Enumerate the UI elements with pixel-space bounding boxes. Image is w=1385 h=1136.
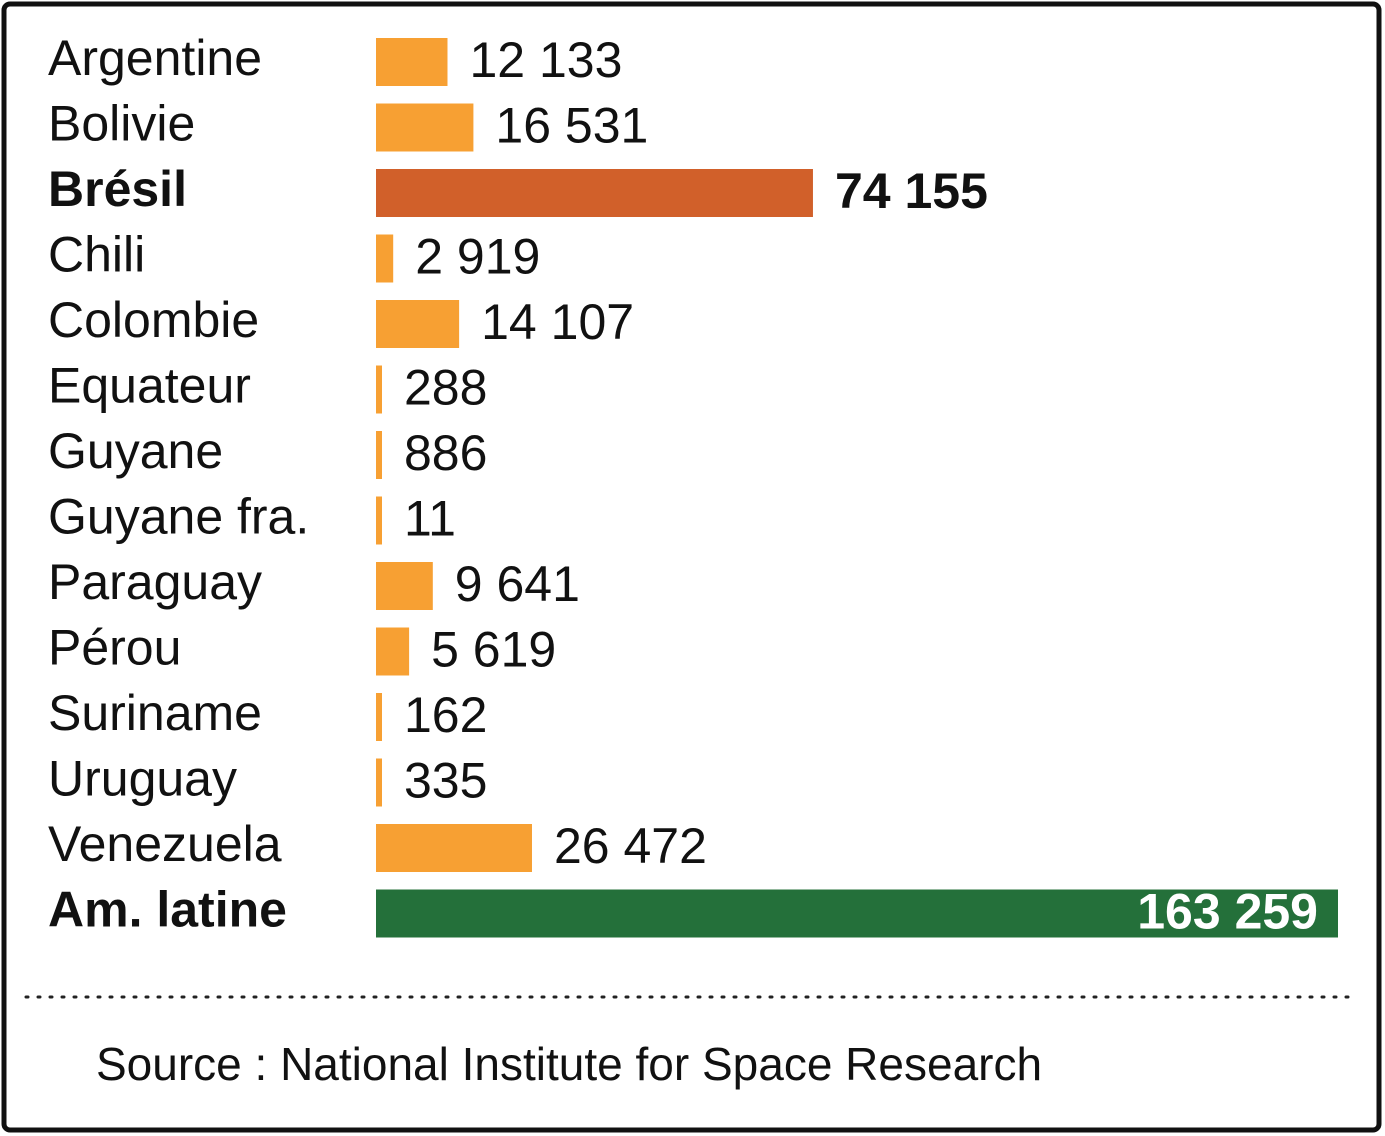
category-label: Venezuela (48, 816, 282, 872)
bar (376, 562, 433, 610)
value-label: 886 (404, 425, 487, 481)
value-label: 288 (404, 360, 487, 416)
bar (376, 758, 382, 807)
bar (376, 496, 382, 545)
source: Source : National Institute for Space Re… (96, 1038, 1042, 1090)
value-label: 9 641 (455, 556, 580, 612)
value-label: 14 107 (481, 294, 634, 350)
bar (376, 824, 532, 872)
category-label: Am. latine (48, 882, 287, 938)
bar (376, 365, 382, 414)
bar (376, 889, 1338, 938)
category-label: Colombie (48, 292, 259, 348)
value-label: 12 133 (469, 32, 622, 88)
category-label: Guyane (48, 423, 223, 479)
category-label: Chili (48, 227, 145, 283)
category-label: Argentine (48, 30, 262, 86)
category-label: Guyane fra. (48, 489, 309, 545)
category-label: Equateur (48, 358, 251, 414)
bar (376, 431, 382, 479)
value-label: 162 (404, 687, 487, 743)
value-label: 2 919 (415, 229, 540, 285)
category-label: Bolivie (48, 96, 195, 152)
category-label: Paraguay (48, 554, 262, 610)
value-label: 335 (404, 753, 487, 809)
category-label: Brésil (48, 161, 187, 217)
category-label: Uruguay (48, 751, 237, 807)
value-label: 74 155 (835, 163, 988, 219)
value-label: 26 472 (554, 818, 707, 874)
bar (376, 234, 394, 283)
bar (376, 169, 813, 217)
bar (376, 38, 448, 86)
bar (376, 693, 382, 741)
bar (376, 627, 410, 676)
value-label: 5 619 (431, 622, 556, 678)
value-label: 163 259 (1137, 884, 1318, 940)
category-label: Suriname (48, 685, 262, 741)
value-label: 16 531 (495, 98, 648, 154)
value-label: 11 (404, 491, 456, 547)
bar (376, 300, 460, 348)
category-label: Pérou (48, 620, 181, 676)
bar (376, 103, 474, 152)
